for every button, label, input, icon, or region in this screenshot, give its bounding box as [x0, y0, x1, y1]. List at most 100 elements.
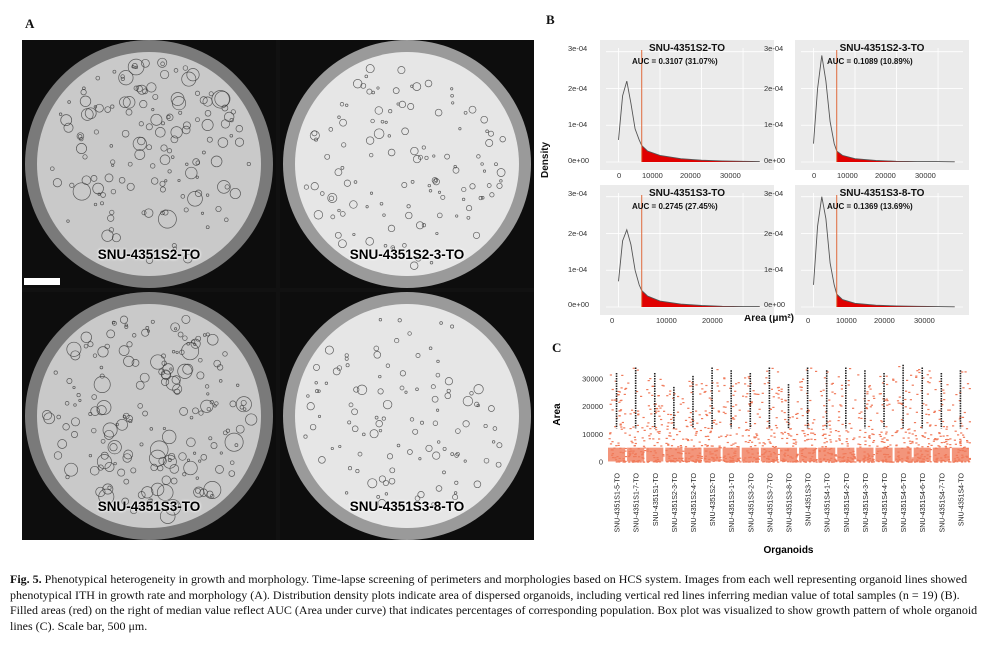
data-point: [812, 432, 815, 434]
data-point: [643, 440, 646, 442]
data-point: [812, 461, 816, 463]
data-point: [625, 387, 628, 389]
data-point: [829, 431, 832, 433]
data-point: [747, 461, 750, 463]
data-point: [857, 374, 860, 376]
organoid: [166, 113, 174, 121]
data-point: [899, 402, 902, 404]
organoid: [340, 211, 346, 217]
data-point: [633, 436, 636, 438]
data-point: [633, 461, 636, 463]
category-label: SNU-4351S3-1-TO: [729, 472, 736, 532]
data-point: [643, 461, 646, 463]
organoid: [480, 162, 484, 166]
organoid: [410, 84, 414, 88]
data-point: [720, 459, 723, 461]
data-point: [755, 436, 758, 438]
data-point: [668, 432, 671, 434]
data-point: [810, 432, 813, 434]
data-point: [879, 435, 882, 437]
data-point: [732, 394, 735, 396]
organoid: [98, 488, 115, 505]
data-point: [619, 400, 622, 402]
data-point: [658, 405, 661, 407]
organoid: [144, 208, 154, 218]
data-point: [709, 431, 712, 434]
data-point: [891, 435, 894, 437]
organoid: [141, 210, 147, 216]
data-point: [962, 434, 965, 436]
organoid: [65, 475, 70, 480]
organoid: [324, 153, 331, 160]
data-point: [792, 445, 795, 447]
organoid: [380, 119, 385, 124]
data-point: [795, 413, 798, 415]
data-point: [682, 450, 685, 452]
organoid: [100, 192, 106, 198]
data-point: [932, 440, 935, 442]
organoid: [446, 388, 451, 393]
data-point: [929, 449, 933, 451]
organoid: [201, 119, 214, 131]
data-point: [623, 427, 626, 429]
data-point: [673, 414, 676, 416]
y-tick: 0e+00: [764, 156, 786, 165]
data-point: [823, 442, 826, 444]
data-point: [824, 433, 827, 435]
data-point: [968, 442, 971, 444]
data-point: [654, 412, 658, 414]
data-point: [780, 432, 783, 434]
organoid: [177, 363, 193, 379]
data-point: [667, 444, 670, 446]
organoid: [194, 189, 203, 197]
organoid: [63, 122, 74, 133]
organoid: [405, 211, 413, 220]
density-plot-title: SNU-4351S2-3-TO: [839, 43, 925, 54]
data-point: [908, 391, 911, 393]
data-point: [787, 433, 790, 435]
dense-points: [608, 447, 626, 462]
data-point: [617, 390, 620, 393]
data-point: [695, 410, 698, 412]
organoid: [171, 243, 177, 249]
data-point: [622, 461, 625, 463]
data-point: [724, 412, 727, 415]
data-point: [654, 426, 658, 429]
data-point: [707, 427, 710, 429]
data-point: [935, 439, 938, 441]
data-point: [934, 424, 937, 427]
organoid: [317, 414, 322, 418]
data-point: [860, 417, 863, 419]
data-point: [847, 380, 850, 382]
data-point: [718, 390, 721, 392]
data-point: [961, 416, 965, 418]
organoid: [181, 125, 191, 135]
data-point: [785, 421, 789, 423]
data-point: [913, 430, 916, 432]
organoid: [437, 440, 441, 444]
organoid: [100, 438, 106, 444]
density-plot-title: SNU-4351S3-TO: [649, 188, 725, 199]
category-label: SNU-4351S2-TO: [710, 472, 717, 526]
organoid: [229, 133, 234, 138]
data-point: [909, 407, 912, 409]
data-point: [656, 408, 659, 410]
organoid: [352, 232, 356, 237]
y-tick: 1e-04: [764, 265, 784, 274]
data-point: [659, 461, 662, 463]
data-point: [826, 421, 829, 423]
data-point: [872, 433, 875, 436]
organoid: [41, 410, 53, 421]
organoid: [206, 333, 219, 346]
well-image: SNU-4351S2-TO: [22, 40, 276, 288]
organoid: [200, 399, 214, 413]
organoid: [121, 129, 130, 138]
data-point: [926, 381, 930, 383]
data-point: [828, 434, 831, 436]
data-point: [790, 435, 793, 437]
organoid: [149, 498, 153, 502]
organoid: [206, 136, 213, 143]
data-point: [730, 461, 733, 463]
organoid: [181, 71, 197, 87]
organoid: [72, 182, 91, 201]
